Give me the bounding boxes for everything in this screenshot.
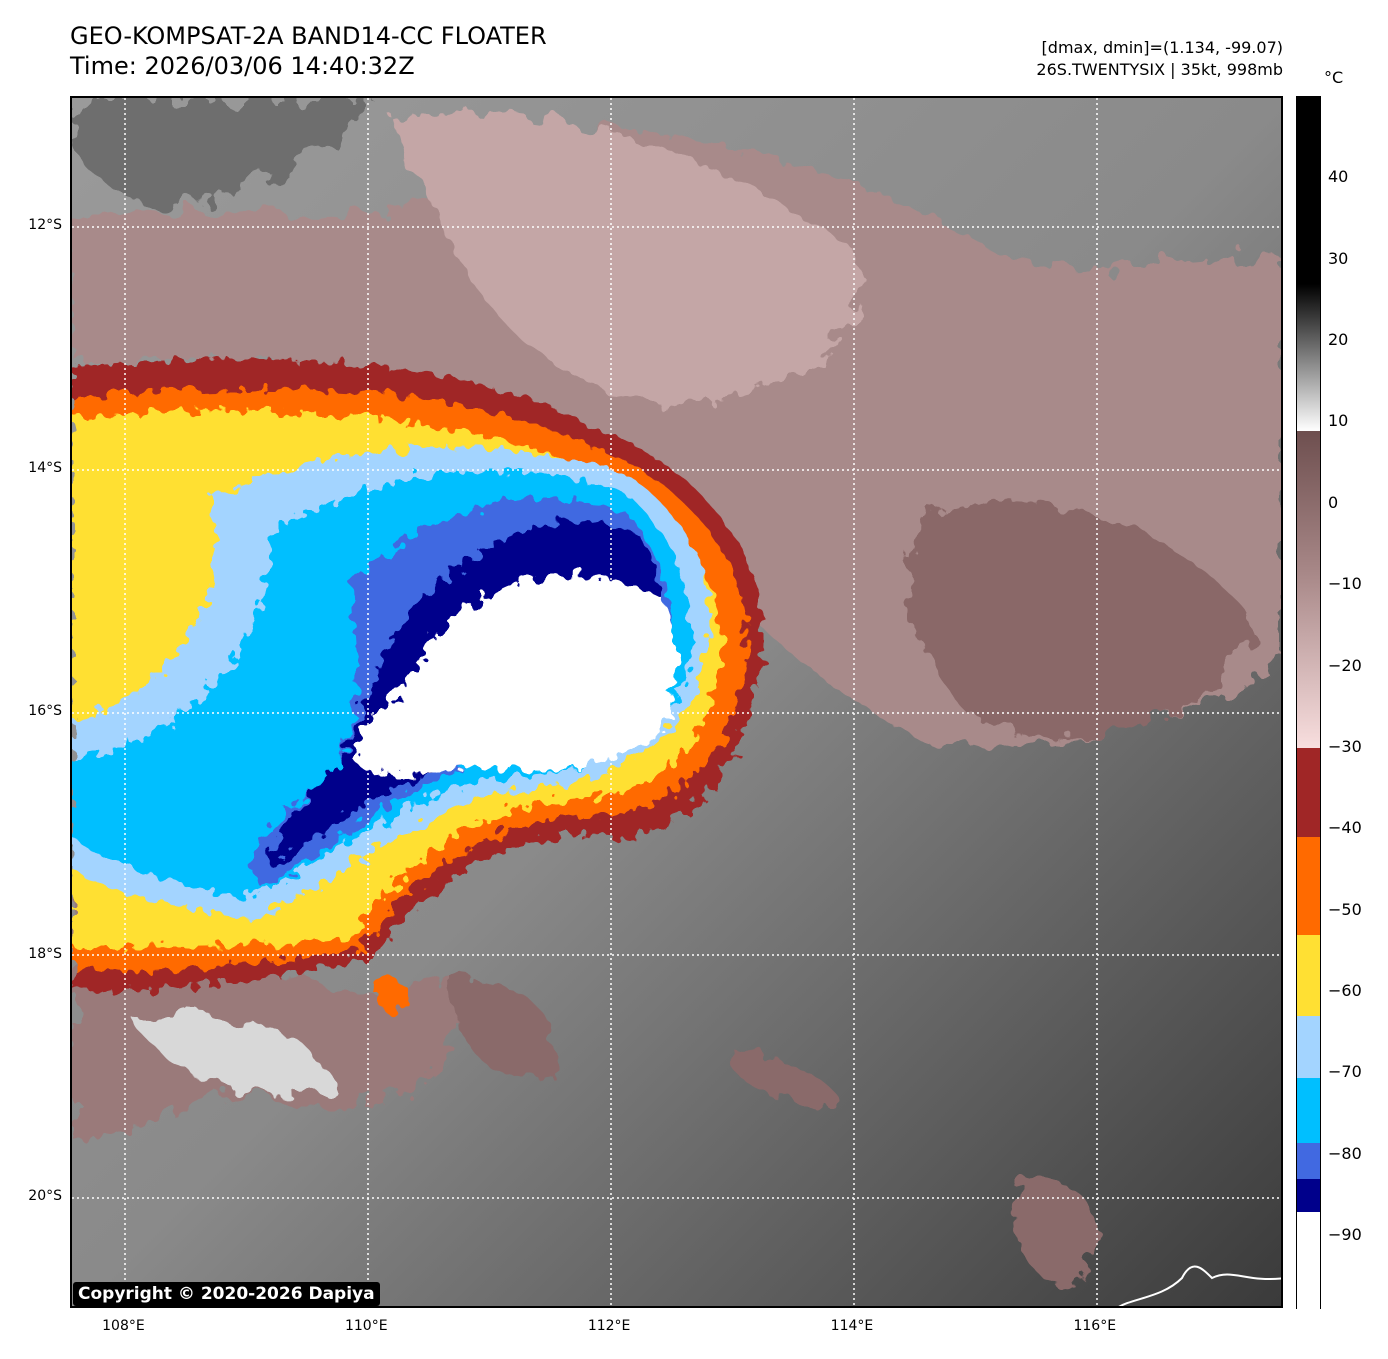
colorbar-tick-label: −20	[1328, 655, 1362, 675]
chart-time: Time: 2026/03/06 14:40:32Z	[70, 52, 415, 80]
colorbar-segment	[1297, 747, 1320, 838]
storm-cold-cloud-tops	[72, 358, 764, 1013]
lat-tick-label: 12°S	[28, 216, 62, 233]
chart-title: GEO-KOMPSAT-2A BAND14-CC FLOATER	[70, 22, 547, 50]
colorbar-segment	[1297, 935, 1320, 1017]
storm-info: 26S.TWENTYSIX | 35kt, 998mb	[1036, 60, 1283, 79]
colorbar-tick-label: 10	[1328, 411, 1349, 431]
lat-tick-label: 18°S	[28, 945, 62, 962]
colorbar-tick-label: −10	[1328, 574, 1362, 594]
satellite-map: Copyright © 2020-2026 Dapiya	[70, 96, 1283, 1308]
copyright-label: Copyright © 2020-2026 Dapiya	[73, 1282, 380, 1306]
lat-tick-label: 16°S	[28, 702, 62, 719]
dmax-dmin-info: [dmax, dmin]=(1.134, -99.07)	[1041, 38, 1283, 57]
colorbar-segment	[1297, 1211, 1320, 1310]
lon-tick-label: 116°E	[1073, 1318, 1117, 1334]
lat-tick-label: 20°S	[28, 1188, 62, 1205]
colorbar-segment	[1297, 1077, 1320, 1143]
colorbar-tick-label: −60	[1328, 981, 1362, 1001]
colorbar-tick-label: −30	[1328, 736, 1362, 756]
warm-cloud-regions	[72, 98, 1281, 1282]
colorbar-tick-label: 0	[1328, 492, 1339, 512]
colorbar-segment	[1297, 1142, 1320, 1180]
colorbar-segment	[1297, 284, 1320, 431]
lon-tick-label: 110°E	[344, 1318, 388, 1334]
graticule	[72, 98, 1281, 1306]
colorbar-tick-label: −90	[1328, 1225, 1362, 1245]
coastline	[1118, 1265, 1281, 1306]
colorbar-segment	[1297, 1179, 1320, 1212]
colorbar-tick-label: 30	[1328, 248, 1349, 268]
colorbar-tick-label: −80	[1328, 1143, 1362, 1163]
colorbar-segment	[1297, 1016, 1320, 1078]
lat-tick-label: 14°S	[28, 459, 62, 476]
colorbar-segment	[1297, 97, 1320, 285]
lon-tick-label: 112°E	[587, 1318, 631, 1334]
colorbar-segment	[1297, 837, 1320, 936]
satellite-imagery	[72, 98, 1281, 1306]
colorbar-tick-label: −40	[1328, 818, 1362, 838]
colorbar-unit: °C	[1324, 68, 1344, 87]
colorbar	[1296, 96, 1321, 1310]
colorbar-segment	[1297, 430, 1320, 748]
colorbar-tick-label: −70	[1328, 1062, 1362, 1082]
colorbar-tick-label: −50	[1328, 899, 1362, 919]
lon-tick-label: 114°E	[830, 1318, 874, 1334]
colorbar-tick-label: 40	[1328, 167, 1349, 187]
lon-tick-label: 108°E	[102, 1318, 145, 1334]
colorbar-tick-label: 20	[1328, 330, 1349, 350]
